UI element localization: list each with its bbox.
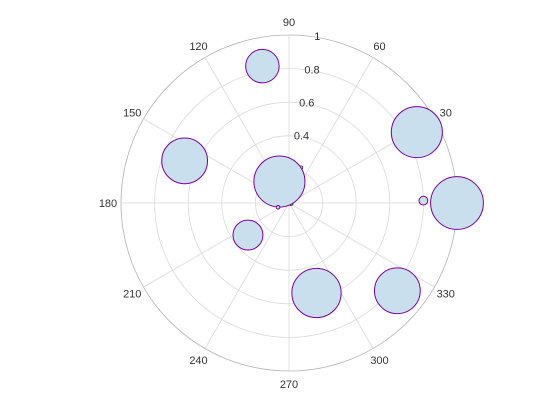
- theta-tick-label: 210: [123, 289, 141, 301]
- data-bubble-0: [430, 176, 484, 230]
- theta-tick-label: 240: [189, 355, 207, 367]
- data-bubble-5: [253, 155, 306, 208]
- data-bubble-6: [275, 204, 281, 210]
- theta-tick-label: 330: [437, 289, 455, 301]
- data-bubble-4: [161, 137, 209, 185]
- theta-tick-label: 30: [440, 108, 452, 120]
- data-bubble-1: [418, 195, 429, 206]
- data-bubble-7: [232, 219, 264, 251]
- data-bubble-8: [291, 267, 342, 319]
- theta-tick-label: 60: [373, 41, 385, 53]
- theta-tick-label: 150: [123, 108, 141, 120]
- theta-tick-label: 180: [99, 198, 117, 210]
- r-tick-label: 1: [314, 31, 320, 43]
- theta-tick-label: 300: [370, 355, 388, 367]
- theta-tick-label: 270: [280, 379, 298, 391]
- data-bubble-2: [390, 106, 443, 159]
- grid-spoke-8: [204, 202, 290, 349]
- angle-tick-labels: 0306090120150180210240270300330: [99, 17, 473, 391]
- theta-tick-label: 120: [189, 41, 207, 53]
- r-tick-label: 0.8: [304, 64, 319, 76]
- grid-spoke-7: [143, 202, 290, 288]
- r-tick-label: 0.4: [294, 131, 309, 143]
- data-bubble-9: [373, 267, 421, 315]
- theta-tick-label: 90: [283, 17, 295, 29]
- r-tick-label: 0.6: [299, 97, 314, 109]
- data-bubble-3: [245, 48, 280, 84]
- data-bubbles: [161, 48, 484, 319]
